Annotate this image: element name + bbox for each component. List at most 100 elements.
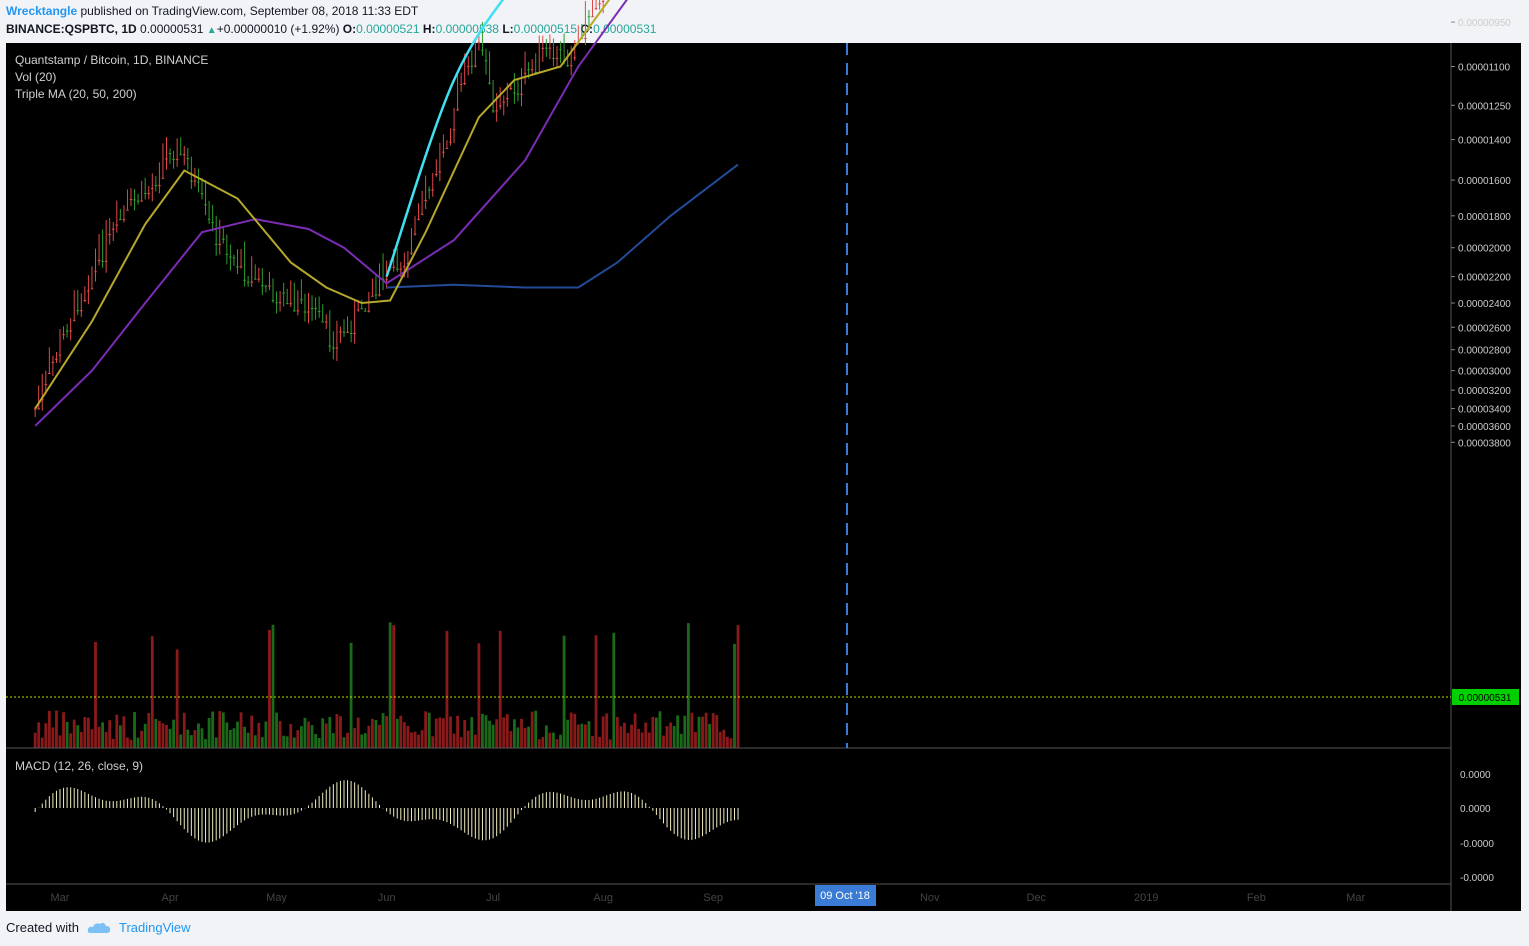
- volume-bar: [44, 723, 48, 748]
- low-value: 0.00000515: [513, 22, 578, 36]
- volume-bar: [562, 635, 566, 748]
- candle-body: [58, 354, 62, 356]
- candle-body: [101, 260, 104, 262]
- volume-bar: [729, 738, 733, 748]
- open-value: 0.00000521: [356, 22, 420, 36]
- ma20-line[interactable]: [34, 0, 738, 410]
- candle-body: [293, 310, 296, 312]
- volume-bar: [722, 729, 726, 748]
- volume-bar: [179, 734, 183, 748]
- volume-bar: [711, 713, 715, 748]
- volume-bar: [598, 736, 601, 748]
- candle-body: [190, 180, 193, 182]
- volume-bar: [339, 716, 342, 748]
- candle-body: [300, 299, 303, 301]
- author-link[interactable]: Wrecktangle: [6, 4, 78, 18]
- candle-body: [179, 154, 182, 156]
- ma50-line[interactable]: [34, 0, 738, 427]
- volume-bar: [584, 724, 587, 748]
- volume-bar: [104, 732, 108, 748]
- volume-bar: [594, 635, 598, 748]
- volume-bar: [733, 643, 736, 748]
- candle-body: [491, 110, 495, 112]
- footer: Created with TradingView: [6, 920, 191, 935]
- candle-body: [115, 224, 119, 226]
- volume-bar: [420, 730, 424, 748]
- volume-bar: [459, 737, 463, 748]
- volume-bar: [374, 720, 378, 748]
- ma200-line[interactable]: [386, 163, 739, 289]
- volume-bar: [544, 725, 548, 748]
- volume-bar: [371, 718, 374, 748]
- volume-bar: [193, 730, 197, 748]
- volume-bar: [527, 726, 530, 748]
- candle-body: [94, 271, 97, 273]
- candle-body: [140, 200, 143, 202]
- volume-bar: [665, 726, 669, 748]
- candle-body: [410, 252, 413, 254]
- volume-bar: [229, 729, 232, 748]
- candle-body: [133, 199, 136, 201]
- candle-body: [559, 48, 562, 50]
- macd-tick-label: 0.0000: [1460, 770, 1491, 781]
- legend-macd[interactable]: MACD (12, 26, close, 9): [15, 759, 143, 773]
- legend-triple-ma[interactable]: Triple MA (20, 50, 200): [15, 87, 137, 101]
- candle-body: [420, 213, 424, 215]
- volume-bar: [537, 739, 541, 748]
- volume-bar: [605, 713, 609, 748]
- candle-body: [80, 310, 83, 312]
- candle-body: [442, 151, 445, 153]
- volume-bar: [516, 727, 520, 748]
- macd-tick-label: 0.0000: [1460, 804, 1491, 815]
- candle-body: [598, 3, 601, 5]
- high-label: H:: [422, 22, 436, 36]
- candle-body: [307, 311, 310, 313]
- volume-bar: [715, 715, 719, 748]
- price-tick-label: 0.00003400: [1458, 405, 1511, 416]
- volume-bar: [530, 711, 534, 748]
- volume-bar: [239, 712, 243, 748]
- time-axis[interactable]: Mar Apr May Jun Jul Aug Sep Nov Dec 2019 Feb Mar: [51, 892, 1366, 904]
- volume-bar: [317, 737, 321, 748]
- volume-bar: [175, 649, 179, 748]
- candle-body: [51, 361, 55, 363]
- candle-body: [427, 189, 431, 191]
- volume-bar: [197, 723, 200, 748]
- candle-body: [161, 177, 165, 179]
- candle-body: [204, 204, 207, 206]
- projection-curve[interactable]: [385, 0, 1214, 278]
- volume-bar: [495, 719, 499, 748]
- candle-body: [328, 345, 332, 347]
- volume-bar: [395, 718, 399, 748]
- candle-body: [435, 173, 438, 175]
- candle-body: [172, 158, 175, 160]
- candle-body: [463, 82, 466, 84]
- volume-bar: [630, 724, 633, 748]
- candle-body: [207, 218, 211, 220]
- volume-bar: [672, 726, 676, 748]
- volume-bar: [79, 732, 83, 748]
- price-tick-label: 0.00001600: [1458, 176, 1511, 187]
- volume-bar: [552, 732, 555, 748]
- arrow-up-icon: ▲: [206, 25, 217, 36]
- tradingview-brand[interactable]: TradingView: [118, 920, 191, 935]
- volume-bar: [62, 712, 65, 748]
- candle-body: [346, 331, 349, 333]
- time-tick-label: 2019: [1134, 892, 1158, 904]
- price-tick-label: 0.00003000: [1458, 367, 1511, 378]
- volume-bar: [346, 732, 349, 748]
- volume-bar: [509, 731, 513, 748]
- candle-body: [296, 310, 300, 312]
- price-axis[interactable]: 0.00003800 0.00003600 0.00003400 0.00003200…: [1451, 0, 1511, 449]
- candle-body: [44, 383, 48, 385]
- volume-bar: [555, 739, 559, 748]
- candle-body: [303, 311, 307, 313]
- legend-volume[interactable]: Vol (20): [15, 70, 56, 84]
- volume-bar: [644, 722, 648, 748]
- candle-body: [431, 189, 435, 191]
- candle-body: [374, 294, 378, 296]
- candle-body: [523, 72, 527, 74]
- volume-bar: [87, 717, 90, 748]
- volume-bar: [676, 715, 680, 748]
